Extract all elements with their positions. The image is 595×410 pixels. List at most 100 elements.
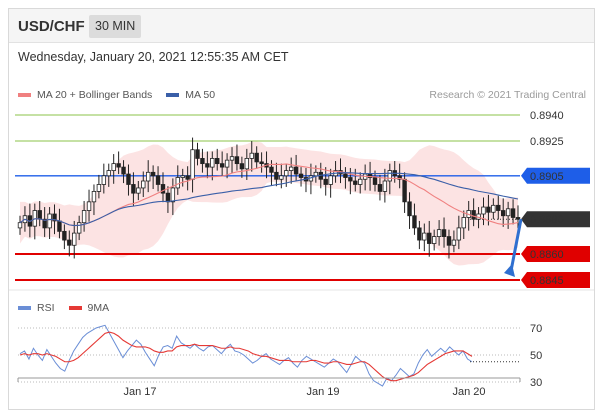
candle-body bbox=[145, 171, 151, 182]
candle bbox=[254, 146, 259, 169]
candle bbox=[229, 147, 235, 174]
candle bbox=[121, 160, 126, 184]
candle-body bbox=[62, 230, 67, 241]
candle bbox=[496, 195, 501, 220]
candle bbox=[62, 224, 67, 250]
level-label-0.8905: 0.8905 bbox=[530, 171, 564, 183]
candle-body bbox=[387, 170, 393, 182]
rsi-swatch bbox=[18, 306, 31, 310]
candle bbox=[451, 230, 457, 253]
bollinger-band bbox=[20, 141, 518, 266]
candle-body bbox=[81, 210, 87, 224]
candle-body bbox=[284, 170, 289, 177]
candle-body bbox=[190, 149, 195, 180]
candle-body bbox=[313, 171, 319, 177]
candle-body bbox=[126, 173, 131, 185]
candle bbox=[42, 207, 47, 237]
candle bbox=[210, 151, 215, 181]
legend-rsi-label: RSI bbox=[37, 302, 55, 314]
candle-body bbox=[456, 227, 462, 241]
candle-body bbox=[131, 184, 136, 194]
candle-body bbox=[239, 163, 245, 170]
candle bbox=[515, 205, 521, 229]
level-tag-0.8905 bbox=[521, 167, 590, 184]
candle bbox=[155, 166, 161, 192]
9ma-swatch bbox=[68, 306, 82, 310]
candle-body bbox=[343, 173, 348, 178]
candle bbox=[72, 220, 77, 259]
candle-body bbox=[288, 166, 294, 171]
candle bbox=[47, 207, 52, 240]
candle-body bbox=[101, 175, 107, 185]
level-label-0.8845: 0.8845 bbox=[530, 275, 564, 287]
candle bbox=[76, 215, 82, 241]
candle-body bbox=[417, 227, 422, 241]
candle-body bbox=[441, 229, 447, 237]
candle-body bbox=[150, 171, 156, 177]
candle-body bbox=[274, 171, 279, 180]
rsi-tick-50: 50 bbox=[530, 350, 542, 362]
candle bbox=[239, 156, 245, 178]
candle-body bbox=[96, 184, 102, 192]
candle bbox=[422, 223, 427, 252]
candle bbox=[111, 154, 116, 184]
candle bbox=[461, 210, 466, 240]
candle bbox=[259, 152, 264, 173]
candle-body bbox=[121, 166, 126, 175]
candle bbox=[126, 164, 131, 196]
candle bbox=[150, 165, 156, 189]
candle bbox=[427, 220, 432, 257]
candle bbox=[481, 197, 486, 226]
candle-body bbox=[372, 177, 378, 185]
level-label-0.8880: 0.8880 bbox=[530, 214, 564, 226]
candle bbox=[185, 166, 190, 191]
candle-body bbox=[431, 236, 437, 244]
candle-body bbox=[91, 191, 97, 203]
forecast-arrow-head bbox=[504, 264, 515, 277]
candle bbox=[234, 144, 240, 171]
candle-body bbox=[501, 210, 506, 217]
candle bbox=[446, 229, 452, 259]
candle-body bbox=[200, 158, 205, 165]
candle-body bbox=[37, 210, 42, 220]
candle-body bbox=[461, 217, 466, 229]
candle-body bbox=[496, 204, 501, 211]
candle-body bbox=[111, 163, 116, 171]
candle-body bbox=[244, 158, 250, 170]
candle-body bbox=[279, 175, 284, 180]
candle bbox=[170, 178, 176, 216]
candle-body bbox=[205, 163, 210, 168]
candle-body bbox=[141, 180, 146, 189]
candle bbox=[471, 198, 476, 227]
candle bbox=[160, 172, 166, 203]
candle-body bbox=[170, 187, 176, 203]
x-tick-label: Jan 19 bbox=[306, 386, 339, 398]
candle-body bbox=[249, 152, 254, 159]
candle-body bbox=[219, 163, 225, 168]
legend-ma20-label: MA 20 + Bollinger Bands bbox=[37, 89, 153, 101]
candle bbox=[145, 160, 151, 193]
candle-body bbox=[510, 208, 516, 218]
candle-body bbox=[486, 206, 491, 213]
candle bbox=[274, 162, 279, 187]
candle bbox=[81, 200, 87, 232]
candle-body bbox=[358, 178, 363, 185]
rsi-9ma-line bbox=[19, 331, 473, 382]
candle bbox=[180, 168, 185, 187]
candle bbox=[293, 154, 299, 181]
candle-body bbox=[180, 175, 185, 178]
candle bbox=[407, 192, 412, 229]
candle bbox=[195, 142, 200, 166]
candle bbox=[343, 167, 348, 189]
candle-body bbox=[491, 204, 496, 213]
candle-body bbox=[259, 161, 264, 165]
candle-body bbox=[175, 177, 180, 189]
candle bbox=[224, 153, 230, 179]
legend-ma50-label: MA 50 bbox=[185, 89, 216, 101]
timeframe-selector[interactable]: 30 MIN bbox=[89, 15, 142, 38]
ma20-swatch bbox=[18, 93, 31, 97]
candle-body bbox=[224, 159, 230, 168]
candle-body bbox=[293, 166, 299, 175]
candle-body bbox=[165, 192, 171, 203]
candle-body bbox=[505, 208, 511, 217]
